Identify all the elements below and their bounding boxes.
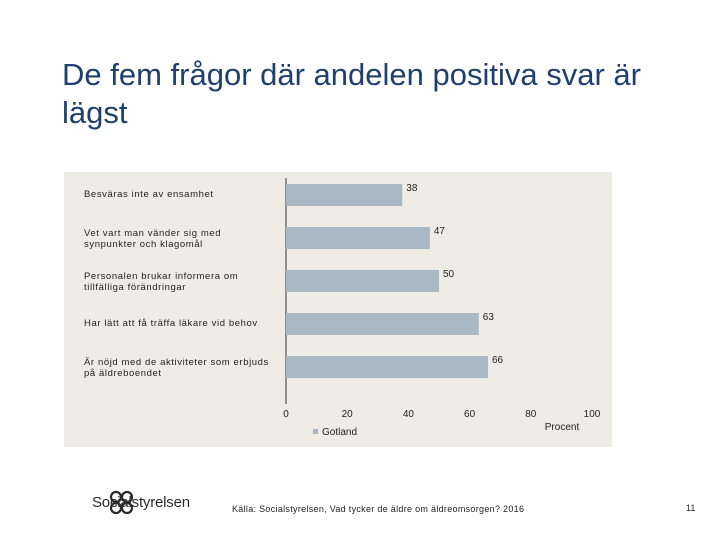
bar [286,184,403,206]
category-label: Personalen brukar informera om tillfälli… [84,271,239,293]
data-label: 50 [443,269,455,280]
x-tick-label: 60 [464,409,476,420]
data-label: 66 [492,355,504,366]
legend-swatch [313,429,318,434]
slide-title: De fem frågor där andelen positiva svar … [62,57,641,130]
category-label: Besväras inte av ensamhet [84,189,214,200]
category-label: Har lätt att få träffa läkare vid behov [84,318,258,329]
legend-label: Gotland [322,427,357,438]
data-label: 38 [406,183,418,194]
bar [286,356,488,378]
x-axis-title: Procent [545,422,580,433]
socialstyrelsen-emblem-icon [109,490,134,515]
data-label: 47 [434,226,446,237]
category-label: Är nöjd med de aktiviteter som erbjuds p… [84,357,269,379]
category-label: Vet vart man vänder sig med synpunkter o… [84,228,222,250]
x-tick-label: 0 [283,409,289,420]
source-note: Källa: Socialstyrelsen, Vad tycker de äl… [232,504,525,514]
bar [286,227,430,249]
data-label: 63 [483,312,495,323]
x-tick-label: 80 [525,409,537,420]
logo-text: Socialstyrelsen [92,494,190,511]
bar [286,313,479,335]
x-tick-label: 40 [403,409,415,420]
chart-panel: 38 47 50 63 66 0 20 40 60 80 100 Procent Gotland Bes… [64,172,612,447]
x-tick-label: 20 [342,409,354,420]
bar [286,270,439,292]
x-tick-label: 100 [584,409,601,420]
bar-chart: 38 47 50 63 66 0 20 40 60 80 100 Procent Gotland [283,178,601,438]
page-number: 11 [686,503,696,513]
